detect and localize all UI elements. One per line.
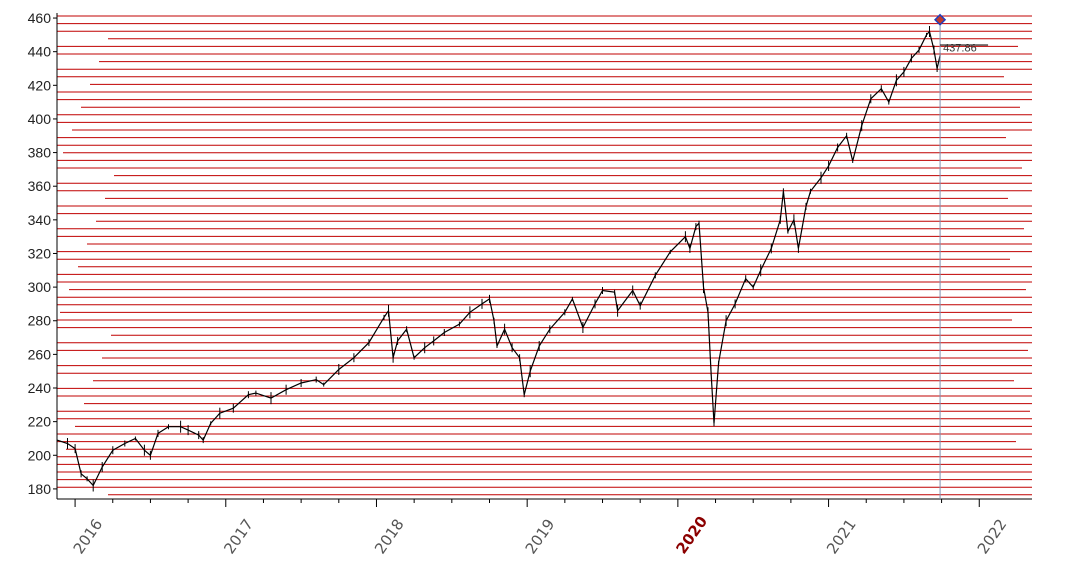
cursor[interactable]: 437.86: [934, 13, 989, 499]
x-tick-label-2016: 2016: [70, 516, 107, 558]
cursor-marker[interactable]: [934, 13, 947, 26]
y-tick-label: 220: [28, 414, 52, 430]
y-tick-label: 340: [28, 212, 52, 228]
x-tick-label-2018: 2018: [371, 516, 408, 558]
y-tick-label: 180: [28, 481, 52, 497]
x-tick-label-2017: 2017: [220, 516, 257, 558]
price-line: [56, 30, 941, 487]
y-tick-label: 260: [28, 346, 52, 362]
x-tick-label-2022: 2022: [974, 516, 1011, 558]
y-tick-label: 300: [28, 279, 52, 295]
y-tick-label: 320: [28, 245, 52, 261]
y-tick-label: 400: [28, 111, 52, 127]
price-series: [56, 26, 941, 492]
grid-lines: [57, 15, 1032, 496]
y-tick-labels: 180 200 220 240 260 280 300 320 340 360 380 400 420 4…: [28, 10, 57, 497]
x-tick-label-2019: 2019: [522, 516, 559, 558]
axes: [56, 13, 1032, 500]
x-tick-label-2020: 2020: [672, 513, 711, 558]
y-tick-label: 460: [28, 10, 52, 26]
y-tick-label: 200: [28, 447, 52, 463]
y-tick-label: 240: [28, 380, 52, 396]
y-tick-label: 420: [28, 77, 52, 93]
y-tick-label: 280: [28, 313, 52, 329]
y-tick-label: 440: [28, 44, 52, 60]
y-tick-label: 360: [28, 178, 52, 194]
x-tick-label-2021: 2021: [823, 516, 860, 558]
x-tick-labels: 2016 2017 2018 2019 2020 2021 2022: [70, 499, 1011, 558]
y-tick-label: 380: [28, 145, 52, 161]
cursor-value-label: 437.86: [943, 42, 977, 54]
